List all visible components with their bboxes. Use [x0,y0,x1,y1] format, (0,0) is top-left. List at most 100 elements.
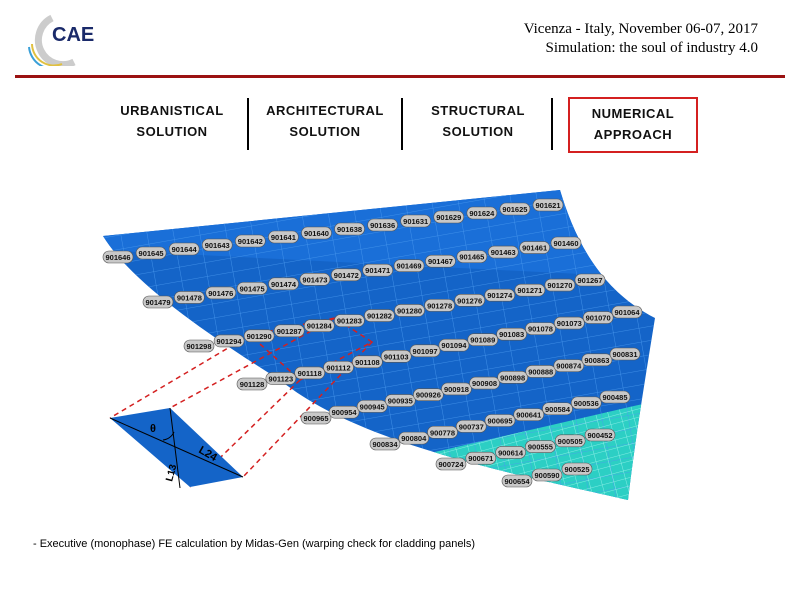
node-label: 901070 [582,311,614,324]
node-label: 901271 [514,283,546,297]
svg-text:901097: 901097 [413,347,438,356]
node-label: 901631 [400,214,431,228]
svg-text:900555: 900555 [528,443,553,452]
node-label: 900834 [369,437,401,451]
svg-text:901089: 901089 [470,336,495,345]
node-label: 901474 [268,277,299,291]
svg-text:901631: 901631 [403,217,428,226]
svg-text:900737: 900737 [459,422,484,431]
node-labels: 901646 901645 901644 901643 901642 901641 9016… [102,198,643,488]
node-label: 900536 [570,396,602,410]
node-label: 901118 [294,366,325,380]
svg-text:901629: 901629 [436,213,461,222]
node-label: 901280 [394,304,425,317]
node-label: 901465 [456,250,488,263]
svg-text:901478: 901478 [177,293,202,302]
node-label: 901641 [268,230,299,244]
event-header: Vicenza - Italy, November 06-07, 2017 Si… [524,20,758,58]
node-label: 901089 [467,333,499,346]
node-label: 901282 [364,309,395,322]
node-label: 901629 [433,210,465,224]
svg-text:901475: 901475 [240,284,265,293]
svg-text:900452: 900452 [587,431,612,440]
svg-text:901287: 901287 [277,327,302,336]
nav-divider [551,98,553,150]
node-label: 901270 [544,278,576,292]
node-label: 900965 [300,411,332,425]
svg-text:CAE: CAE [52,24,94,46]
node-label: 901103 [380,350,412,363]
svg-text:901128: 901128 [240,380,265,389]
nav-label: SOLUTION [289,124,361,139]
nav-label: ARCHITECTURAL [266,103,384,118]
svg-text:900954: 900954 [332,408,358,417]
node-label: 901064 [611,305,643,319]
node-label: 900724 [435,457,467,471]
node-label: 901645 [135,246,167,260]
node-label: 901123 [265,372,297,385]
svg-text:901112: 901112 [326,363,350,372]
node-label: 901624 [466,206,498,220]
node-label: 901276 [454,294,485,307]
svg-text:900834: 900834 [372,440,398,449]
node-label: 901274 [484,288,516,302]
node-label: 900695 [484,414,516,427]
svg-text:901294: 901294 [217,337,243,346]
svg-text:900926: 900926 [416,391,441,400]
node-label: 901290 [243,329,275,343]
nav-label: SOLUTION [136,124,208,139]
svg-text:901463: 901463 [491,248,516,257]
node-label: 901472 [331,268,362,282]
nav-structural-solution[interactable]: STRUCTURAL SOLUTION [420,100,536,142]
node-label: 900804 [398,431,430,445]
svg-text:901064: 901064 [614,308,640,317]
node-label: 901460 [550,236,582,250]
nav-urbanistical-solution[interactable]: URBANISTICAL SOLUTION [113,100,231,142]
node-label: 900584 [542,402,573,416]
svg-text:901636: 901636 [370,221,395,230]
node-label: 900671 [465,451,497,465]
svg-text:901108: 901108 [355,358,380,367]
node-label: 901478 [174,291,205,304]
node-label: 901463 [487,245,519,259]
svg-text:901282: 901282 [367,312,392,321]
svg-text:900918: 900918 [444,385,469,394]
svg-text:900874: 900874 [556,362,582,371]
svg-text:901073: 901073 [557,319,582,328]
svg-text:901476: 901476 [208,289,233,298]
event-location-date: Vicenza - Italy, November 06-07, 2017 [523,21,758,37]
diagonal-l13-label: L13 [164,463,179,483]
node-label: 900614 [495,446,526,459]
svg-text:900778: 900778 [430,428,455,437]
svg-text:900671: 900671 [468,454,493,463]
nav-label: STRUCTURAL [431,103,525,118]
svg-text:901267: 901267 [577,276,602,285]
cae-logo: CAE [22,14,102,70]
node-label: 901283 [334,314,365,327]
node-label: 900945 [356,400,388,413]
svg-text:901472: 901472 [334,271,359,280]
svg-text:901640: 901640 [304,229,329,238]
nav-label: NUMERICAL [591,106,675,121]
node-label: 901644 [168,242,200,256]
node-label: 901625 [499,202,531,216]
nav-divider [247,98,249,150]
svg-text:901469: 901469 [397,262,422,271]
node-label: 900888 [525,365,557,378]
svg-text:901094: 901094 [441,341,467,350]
node-label: 901643 [201,238,233,252]
svg-text:900935: 900935 [388,397,413,406]
nav-numerical-approach[interactable]: NUMERICAL APPROACH [568,97,698,153]
svg-text:901103: 901103 [384,352,409,361]
svg-text:901621: 901621 [535,201,560,210]
svg-text:901078: 901078 [528,325,553,334]
node-label: 901621 [532,198,564,212]
svg-text:901465: 901465 [459,253,484,262]
svg-text:901461: 901461 [522,244,547,253]
node-label: 901278 [424,299,455,312]
svg-text:900695: 900695 [487,417,512,426]
svg-text:900898: 900898 [500,373,525,382]
nav-architectural-solution[interactable]: ARCHITECTURAL SOLUTION [262,100,388,142]
node-label: 901479 [142,295,174,309]
